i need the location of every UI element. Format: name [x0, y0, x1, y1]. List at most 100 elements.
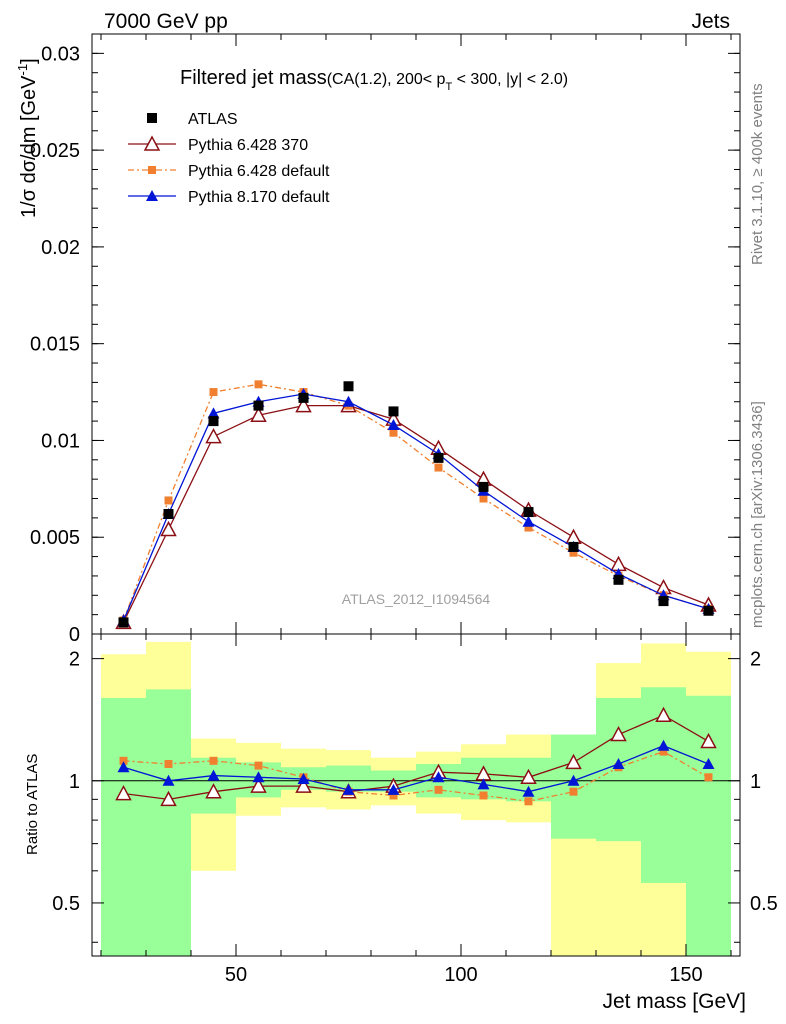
- data-point: [523, 507, 534, 518]
- series-line: [122, 383, 709, 621]
- ylabel-end: ]: [18, 58, 40, 64]
- ratio-point: [659, 747, 668, 756]
- legend-marker: [146, 190, 158, 201]
- header-left: 7000 GeV pp: [104, 10, 228, 33]
- y-axis-label: 1/σ dσ/dm [GeV-1]: [15, 58, 40, 218]
- ratio-point: [297, 773, 310, 785]
- data-point: [342, 395, 355, 407]
- ratio-point: [342, 783, 355, 795]
- watermark: ATLAS_2012_I1094564: [342, 591, 491, 607]
- data-point: [479, 494, 488, 503]
- data-point: [569, 548, 578, 557]
- data-point: [522, 515, 535, 527]
- ratio-point: [115, 784, 132, 801]
- ratio-y-label: Ratio to ATLAS: [24, 754, 41, 855]
- ratio-point: [434, 785, 443, 794]
- ratio-y-tick-label: 2: [69, 649, 80, 671]
- green-band: [101, 697, 146, 956]
- mcplots-label: mcplots.cern.ch [arXiv:1306.3436]: [749, 401, 766, 628]
- title-sub: (CA(1.2), 200< p: [327, 71, 446, 88]
- data-point: [568, 541, 579, 552]
- ratio-point: [567, 774, 580, 786]
- data-point: [118, 617, 129, 628]
- y-tick-label: 0.03: [41, 43, 80, 65]
- series-line: [122, 404, 709, 623]
- ratio-y-tick-label-right: 2: [750, 649, 761, 671]
- ratio-line: [123, 714, 709, 801]
- ratio-line: [123, 745, 709, 793]
- legend-marker: [148, 166, 156, 174]
- legend: ATLAS Pythia 6.428 370 Pythia 6.428 defaul…: [128, 111, 330, 206]
- data-point: [298, 392, 309, 403]
- y-tick-label: 0.025: [30, 140, 80, 162]
- data-point: [250, 406, 267, 423]
- main-panel: 0 0.005 0.01 0.015 0.02 0.025 0.03 ATLAS Pythia …: [30, 33, 741, 646]
- ylabel-sup: -1: [15, 64, 30, 76]
- ratio-point: [657, 739, 670, 751]
- x-tick-label: 150: [669, 964, 702, 986]
- data-point: [205, 427, 222, 444]
- header-right: Jets: [691, 10, 730, 33]
- y-tick-label: 0.02: [41, 237, 80, 259]
- ratio-y-tick-label: 1: [69, 771, 80, 793]
- ratio-point: [610, 725, 627, 742]
- ratio-point: [252, 771, 265, 783]
- ratio-point: [702, 757, 715, 769]
- data-point: [163, 509, 174, 519]
- legend-entry: Pythia 6.428 default: [128, 163, 330, 180]
- legend-label: Pythia 8.170 default: [188, 189, 330, 206]
- data-point: [388, 406, 399, 417]
- x-tick-label: 100: [444, 964, 477, 986]
- series-line: [122, 393, 709, 621]
- title-sub-end: < 300, |y| < 2.0): [452, 71, 568, 88]
- legend-marker: [143, 135, 161, 151]
- x-tick-label: 50: [225, 964, 247, 986]
- title-main: Filtered jet mass: [180, 67, 327, 89]
- ratio-point: [250, 777, 267, 793]
- rivet-label: Rivet 3.1.10, ≥ 400k events: [749, 83, 766, 265]
- ratio-point: [162, 774, 175, 786]
- ratio-point: [389, 791, 398, 800]
- ratio-point: [569, 787, 578, 796]
- y-tick-label: 0.01: [41, 430, 80, 452]
- chart-title: Filtered jet mass(CA(1.2), 200< pT < 300…: [180, 67, 568, 93]
- data-point: [209, 388, 218, 397]
- ratio-point: [164, 759, 173, 768]
- data-point: [433, 452, 444, 463]
- series-pythia-8-170-default: [117, 388, 715, 626]
- legend-label: Pythia 6.428 default: [188, 163, 330, 180]
- ratio-point: [387, 783, 400, 795]
- ratio-y-tick-label-right: 1: [750, 771, 761, 793]
- data-point: [478, 481, 489, 492]
- title-sub-T: T: [445, 81, 452, 93]
- x-axis-label: Jet mass [GeV]: [602, 990, 746, 1013]
- data-point: [524, 523, 533, 532]
- y-tick-label: 0.005: [30, 527, 80, 549]
- data-point: [160, 520, 177, 537]
- ratio-point: [520, 768, 537, 785]
- ratio-point: [477, 778, 490, 790]
- data-point: [387, 418, 400, 430]
- legend-label: ATLAS: [188, 111, 238, 128]
- y-tick-label: 0: [69, 624, 80, 646]
- ylabel-main: 1/σ dσ/dm [GeV: [18, 75, 40, 218]
- ratio-point: [295, 777, 312, 793]
- legend-marker: [147, 113, 157, 123]
- ratio-point: [205, 783, 222, 799]
- ratio-point: [522, 785, 535, 797]
- green-band: [146, 689, 191, 956]
- ratio-panel: 0.5 0.5 1 1 2 2 50 100 150: [52, 633, 778, 986]
- data-point: [254, 380, 263, 389]
- data-point: [389, 428, 398, 437]
- data-point: [295, 397, 312, 413]
- data-point: [343, 381, 354, 392]
- data-point: [253, 400, 264, 411]
- ratio-point: [700, 732, 717, 749]
- ratio-point: [524, 797, 533, 806]
- data-point: [434, 463, 443, 472]
- ratio-point: [117, 761, 130, 773]
- data-point: [703, 605, 714, 616]
- ratio-point: [565, 753, 582, 770]
- ratio-point: [209, 756, 218, 765]
